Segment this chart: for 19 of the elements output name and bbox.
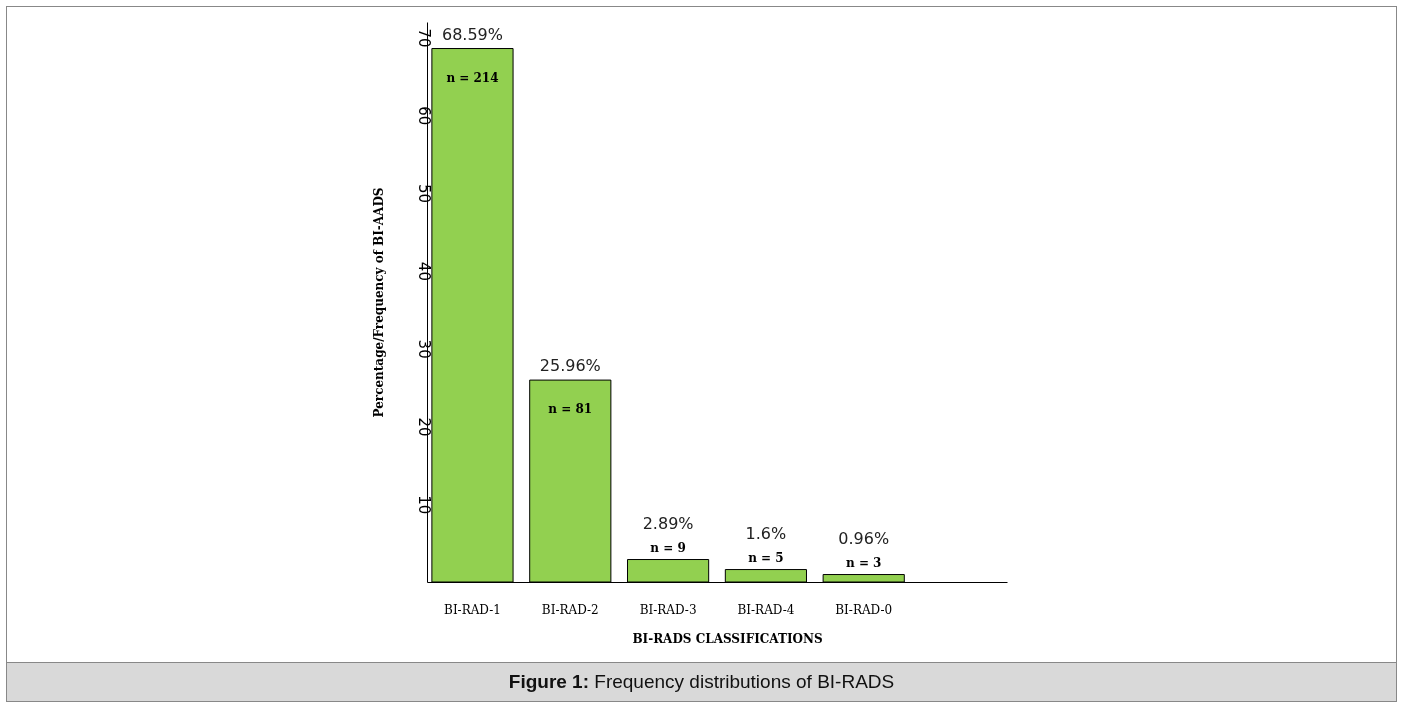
x-axis-title: BI-RADS CLASSIFICATIONS xyxy=(632,631,823,646)
data-label: 2.89% xyxy=(642,513,694,533)
annotation: n = 5 xyxy=(748,550,784,565)
y-axis-title: Percentage/Frequency of BI-AADS xyxy=(371,187,386,418)
data-label: 25.96% xyxy=(539,356,601,376)
caption: Figure 1: Frequency distributions of BI-RADS xyxy=(7,662,1396,701)
annotation: n = 3 xyxy=(845,555,882,570)
annotation: n = 81 xyxy=(548,402,593,417)
x-tick-label: BI-RAD-0 xyxy=(835,602,893,617)
annotation: n = 9 xyxy=(650,540,686,555)
data-label: 1.6% xyxy=(745,523,787,543)
x-tick-label: BI-RAD-4 xyxy=(737,602,795,617)
x-tick-label: BI-RAD-3 xyxy=(639,602,697,617)
y-tick-label: 30 xyxy=(414,339,433,359)
x-tick-label: BI-RAD-2 xyxy=(541,602,599,617)
data-label: 0.96% xyxy=(838,528,890,548)
x-tick-label: BI-RAD-1 xyxy=(444,602,501,617)
data-label: 68.59% xyxy=(441,24,503,44)
annotation: n = 214 xyxy=(446,70,499,85)
